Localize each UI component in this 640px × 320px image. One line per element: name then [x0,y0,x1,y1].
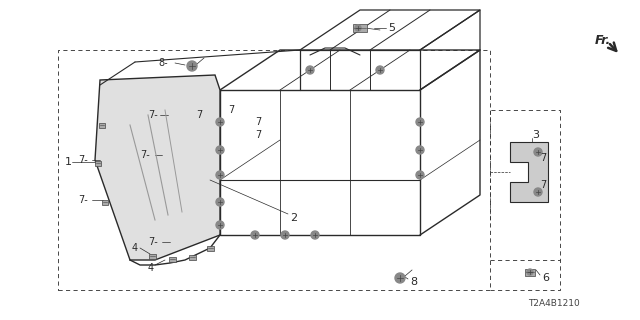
Text: 7: 7 [228,105,234,115]
Bar [102,199,108,204]
Text: 7-: 7- [148,237,157,247]
Bar [525,268,535,276]
Circle shape [395,273,405,283]
Circle shape [311,231,319,239]
Text: 7-: 7- [78,155,88,165]
Bar [168,257,175,261]
Text: 4: 4 [148,263,154,273]
Circle shape [534,148,542,156]
Circle shape [376,66,384,74]
Text: 7: 7 [255,117,261,127]
Text: T2A4B1210: T2A4B1210 [528,299,580,308]
Bar [353,24,367,32]
Bar [189,254,195,260]
Text: 4: 4 [132,243,138,253]
Text: 7-: 7- [78,195,88,205]
Text: Fr.: Fr. [595,34,611,46]
Circle shape [216,118,224,126]
Polygon shape [95,75,220,260]
Text: 2: 2 [290,213,297,223]
Circle shape [187,61,197,71]
Text: 7: 7 [196,110,202,120]
Circle shape [216,221,224,229]
Text: 8: 8 [410,277,417,287]
Text: 1: 1 [65,157,72,167]
Text: 7: 7 [540,153,547,163]
Text: 7-: 7- [140,150,150,160]
Circle shape [534,188,542,196]
Text: 7: 7 [540,180,547,190]
Circle shape [281,231,289,239]
Polygon shape [510,142,548,202]
Circle shape [216,198,224,206]
Circle shape [216,171,224,179]
Circle shape [527,269,533,275]
Bar [148,253,156,259]
Circle shape [416,146,424,154]
Circle shape [216,146,224,154]
Bar [207,245,214,251]
Text: 5: 5 [388,23,395,33]
Circle shape [416,118,424,126]
Circle shape [416,171,424,179]
Text: 7-: 7- [148,110,157,120]
Circle shape [251,231,259,239]
Bar [99,123,105,127]
Text: 6: 6 [542,273,549,283]
Text: 8-: 8- [158,58,168,68]
Text: 7: 7 [255,130,261,140]
Bar [95,161,101,165]
Circle shape [306,66,314,74]
Text: 3: 3 [532,130,539,140]
Circle shape [355,25,361,31]
